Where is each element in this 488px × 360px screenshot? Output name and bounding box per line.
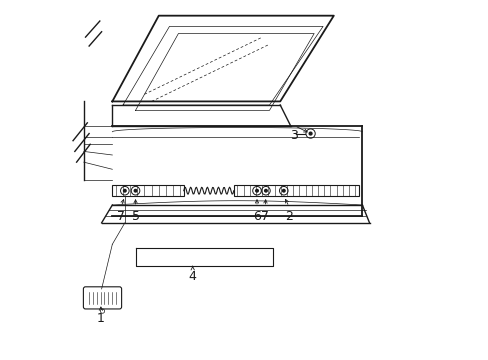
- Circle shape: [255, 189, 258, 192]
- Text: 7: 7: [261, 210, 269, 223]
- Text: 7: 7: [117, 210, 125, 223]
- Text: 3: 3: [290, 129, 298, 142]
- Text: 6: 6: [253, 210, 261, 223]
- Circle shape: [282, 189, 285, 192]
- Text: 5: 5: [131, 210, 139, 223]
- Circle shape: [123, 189, 126, 192]
- Text: 1: 1: [97, 312, 104, 325]
- Text: 4: 4: [188, 270, 196, 283]
- Circle shape: [134, 189, 137, 192]
- Circle shape: [308, 132, 311, 135]
- Circle shape: [264, 189, 266, 192]
- Text: 2: 2: [285, 210, 292, 223]
